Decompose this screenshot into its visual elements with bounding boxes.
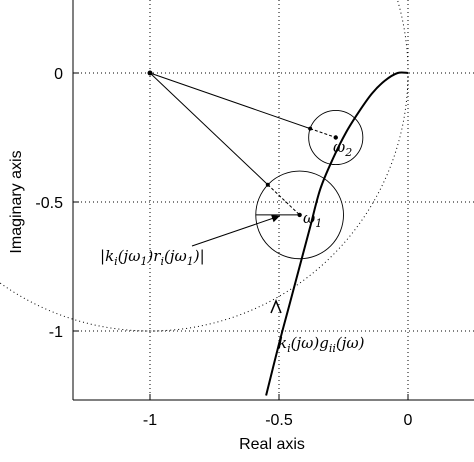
omega1-subscript: 1 (315, 217, 322, 230)
radius-omega-sub-2: 1 (187, 255, 194, 268)
unit-circle (0, 0, 409, 332)
radius-label: |ki(jω1)ri(jω1)| (100, 247, 205, 268)
radius-close: )| (193, 247, 205, 265)
omega1-point-marker (297, 212, 302, 218)
curve-direction-arrow (270, 299, 282, 314)
y-tick-label: -0.5 (35, 195, 63, 212)
nyquist-curve (265, 71, 409, 396)
omega2-symbol: ω (333, 138, 345, 156)
radius-open-bar: | (100, 247, 105, 265)
omega2-subscript: 2 (344, 146, 352, 159)
x-axis-title: Real axis (239, 436, 305, 453)
omega2-label: ω2 (333, 138, 352, 159)
disk1-edge-marker (265, 182, 270, 187)
radius-k-sub: i (114, 255, 118, 268)
radius-r-sub: i (160, 255, 164, 268)
grid-layer (73, 0, 474, 400)
curve-layer (147, 70, 409, 396)
frame-layer (72, 0, 474, 401)
curve-k: k (278, 334, 287, 352)
critical-point-marker (147, 70, 153, 76)
x-tick-label: -0.5 (265, 412, 293, 429)
dashed-radius-disk1 (267, 184, 300, 216)
y-axis-title: Imaginary axis (8, 150, 25, 253)
x-tick-label: 0 (404, 412, 413, 429)
y-tick-label: 0 (54, 66, 63, 83)
dashed-radius-disk2 (310, 128, 336, 138)
disk2-edge-marker (308, 126, 313, 131)
radius-args-1: (jω (118, 247, 141, 265)
circle-layer (0, 0, 409, 332)
radius-omega-sub-1: 1 (140, 255, 147, 268)
radius-k: k (105, 247, 114, 265)
curve-mid: (jω)g (291, 334, 329, 352)
omega2-point-marker (333, 135, 338, 140)
disk-omega2 (308, 109, 364, 166)
curve-g-sub: ii (329, 342, 336, 355)
radius-r: )r (146, 247, 161, 265)
tick-layer: -1 -0.5 0 0 -0.5 -1 (35, 66, 412, 429)
omega1-symbol: ω (303, 209, 315, 227)
radius-label-leader (191, 215, 281, 247)
omega1-label: ω1 (303, 209, 322, 230)
line-critical-to-disk1 (149, 72, 269, 186)
y-tick-label: -1 (49, 324, 63, 341)
curve-end: (jω) (336, 334, 365, 352)
radius-args-2: (jω (164, 247, 187, 265)
x-tick-label: -1 (143, 412, 157, 429)
radius-label-arrowhead (271, 214, 280, 223)
curve-k-sub: i (287, 342, 291, 355)
line-critical-to-disk2 (149, 72, 311, 130)
curve-label: ki(jω)gii(jω) (278, 334, 365, 355)
